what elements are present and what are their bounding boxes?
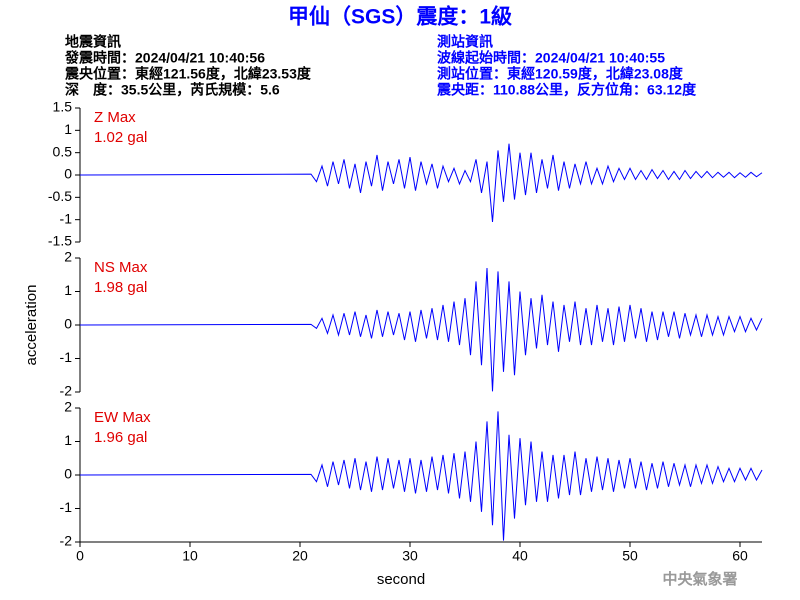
- x-tick-label: 50: [622, 548, 638, 564]
- annotation: NS Max: [94, 259, 148, 276]
- header-left: 地震資訊: [65, 34, 121, 50]
- annotation: EW Max: [94, 409, 151, 426]
- title: 甲仙（SGS）震度：1級: [288, 5, 512, 29]
- header-right: 波線起始時間：2024/04/21 10:40:55: [437, 50, 665, 66]
- y-tick-label: -0.5: [48, 188, 72, 204]
- y-tick-label: 2: [64, 249, 72, 265]
- y-tick-label: 0: [64, 166, 72, 182]
- x-tick-label: 40: [512, 548, 528, 564]
- annotation: 1.02 gal: [94, 129, 147, 146]
- y-tick-label: -1: [60, 210, 73, 226]
- x-tick-label: 0: [76, 548, 84, 564]
- x-tick-label: 20: [292, 548, 308, 564]
- y-tick-label: -2: [60, 533, 73, 549]
- header-left: 發震時間：2024/04/21 10:40:56: [64, 50, 265, 66]
- waveform: [79, 268, 763, 392]
- annotation: Z Max: [94, 109, 136, 126]
- y-tick-label: -2: [60, 383, 73, 399]
- x-axis-label: second: [377, 571, 425, 588]
- x-tick-label: 10: [182, 548, 198, 564]
- y-tick-label: -1: [60, 499, 73, 515]
- y-tick-label: 0: [64, 466, 72, 482]
- y-axis-label: acceleration: [23, 285, 40, 366]
- waveform: [79, 143, 763, 222]
- y-tick-label: 2: [64, 399, 72, 415]
- footer: 中央氣象署: [662, 570, 737, 588]
- header-right: 震央距：110.88公里，反方位角：63.12度: [436, 82, 697, 98]
- y-tick-label: 1.5: [53, 99, 73, 115]
- header-left: 深 度：35.5公里，芮氏規模：5.6: [65, 82, 280, 98]
- y-tick-label: 0.5: [53, 143, 73, 159]
- header-right: 測站位置：東經120.59度，北緯23.08度: [437, 66, 684, 82]
- x-tick-label: 30: [402, 548, 418, 564]
- y-tick-label: -1.5: [48, 233, 72, 249]
- y-tick-label: -1: [60, 349, 73, 365]
- header-left: 震央位置：東經121.56度，北緯23.53度: [64, 66, 312, 82]
- annotation: 1.96 gal: [94, 429, 147, 446]
- y-tick-label: 0: [64, 316, 72, 332]
- annotation: 1.98 gal: [94, 279, 147, 296]
- y-tick-label: 1: [64, 282, 72, 298]
- y-tick-label: 1: [64, 121, 72, 137]
- x-tick-label: 60: [732, 548, 748, 564]
- header-right: 測站資訊: [437, 34, 493, 50]
- waveform: [79, 411, 763, 541]
- y-tick-label: 1: [64, 432, 72, 448]
